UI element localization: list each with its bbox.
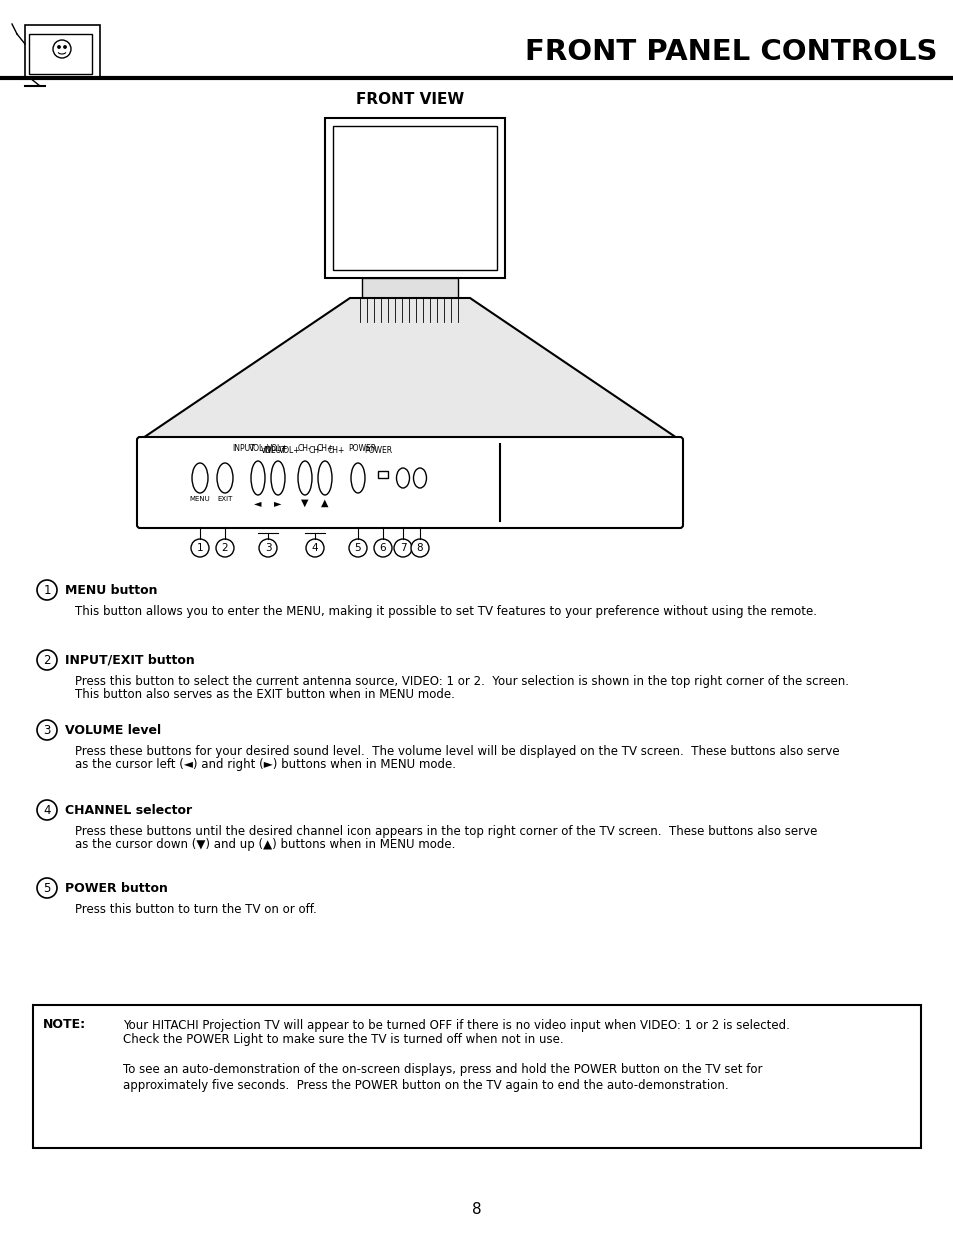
Bar: [325, 119, 504, 278]
Ellipse shape: [413, 468, 426, 488]
Ellipse shape: [297, 461, 312, 495]
Text: 3: 3: [264, 543, 271, 553]
Text: as the cursor down (▼) and up (▲) buttons when in MENU mode.: as the cursor down (▼) and up (▲) button…: [75, 839, 455, 851]
FancyBboxPatch shape: [137, 437, 682, 529]
Text: INPUT: INPUT: [233, 445, 255, 453]
Text: 1: 1: [196, 543, 203, 553]
Text: POWER: POWER: [348, 445, 375, 453]
Text: CH+: CH+: [316, 445, 334, 453]
Circle shape: [37, 878, 57, 898]
Text: 2: 2: [221, 543, 228, 553]
Text: 3: 3: [43, 724, 51, 736]
Circle shape: [394, 538, 412, 557]
Text: ▼: ▼: [301, 498, 309, 508]
Text: 8: 8: [472, 1203, 481, 1218]
Ellipse shape: [192, 463, 208, 493]
Ellipse shape: [396, 468, 409, 488]
Text: MENU button: MENU button: [65, 583, 157, 597]
Text: FRONT VIEW: FRONT VIEW: [355, 93, 464, 107]
Circle shape: [64, 46, 66, 48]
Text: 5: 5: [43, 882, 51, 894]
Circle shape: [53, 40, 71, 58]
Bar: [361, 278, 457, 298]
Bar: [333, 126, 497, 270]
Circle shape: [215, 538, 233, 557]
Text: VOL+: VOL+: [279, 446, 300, 454]
Text: VOL+: VOL+: [267, 445, 289, 453]
Text: Check the POWER Light to make sure the TV is turned off when not in use.: Check the POWER Light to make sure the T…: [123, 1034, 563, 1046]
Text: ▲: ▲: [321, 498, 329, 508]
Bar: [377, 471, 388, 478]
Bar: [25, 25, 100, 78]
Text: This button allows you to enter the MENU, making it possible to set TV features : This button allows you to enter the MENU…: [75, 605, 816, 618]
Bar: [33, 1005, 920, 1149]
Text: Press this button to turn the TV on or off.: Press this button to turn the TV on or o…: [75, 903, 316, 916]
Circle shape: [258, 538, 276, 557]
Text: CHANNEL selector: CHANNEL selector: [65, 804, 192, 816]
Text: CH-: CH-: [309, 446, 322, 454]
Text: ◄: ◄: [254, 498, 261, 508]
Text: CH-: CH-: [297, 445, 312, 453]
Text: approximately five seconds.  Press the POWER button on the TV again to end the a: approximately five seconds. Press the PO…: [123, 1078, 728, 1092]
Text: as the cursor left (◄) and right (►) buttons when in MENU mode.: as the cursor left (◄) and right (►) but…: [75, 758, 456, 771]
Text: 4: 4: [43, 804, 51, 816]
Polygon shape: [140, 298, 679, 440]
Text: NOTE:: NOTE:: [43, 1019, 86, 1031]
Text: POWER button: POWER button: [65, 882, 168, 894]
Text: 7: 7: [399, 543, 406, 553]
Ellipse shape: [251, 461, 265, 495]
Text: VOL-: VOL-: [261, 446, 278, 454]
Text: Press these buttons for your desired sound level.  The volume level will be disp: Press these buttons for your desired sou…: [75, 745, 839, 758]
Circle shape: [37, 580, 57, 600]
Text: INPUT: INPUT: [263, 446, 286, 454]
Bar: [359, 322, 459, 340]
Text: 6: 6: [379, 543, 386, 553]
Circle shape: [349, 538, 367, 557]
Text: 1: 1: [43, 583, 51, 597]
Text: INPUT/EXIT button: INPUT/EXIT button: [65, 653, 194, 667]
Bar: [29, 35, 91, 74]
Ellipse shape: [271, 461, 285, 495]
Circle shape: [37, 650, 57, 671]
Text: 8: 8: [416, 543, 423, 553]
Circle shape: [374, 538, 392, 557]
Text: This button also serves as the EXIT button when in MENU mode.: This button also serves as the EXIT butt…: [75, 688, 455, 701]
Text: Your HITACHI Projection TV will appear to be turned OFF if there is no video inp: Your HITACHI Projection TV will appear t…: [123, 1019, 789, 1031]
Text: MENU: MENU: [190, 496, 211, 501]
Text: Press this button to select the current antenna source, VIDEO: 1 or 2.  Your sel: Press this button to select the current …: [75, 676, 848, 688]
Circle shape: [411, 538, 429, 557]
Text: FRONT PANEL CONTROLS: FRONT PANEL CONTROLS: [525, 38, 937, 65]
Text: EXIT: EXIT: [217, 496, 233, 501]
Text: CH+: CH+: [327, 446, 344, 454]
Circle shape: [191, 538, 209, 557]
Circle shape: [58, 46, 60, 48]
Ellipse shape: [317, 461, 332, 495]
Text: 4: 4: [312, 543, 318, 553]
Text: To see an auto-demonstration of the on-screen displays, press and hold the POWER: To see an auto-demonstration of the on-s…: [123, 1063, 761, 1077]
Ellipse shape: [351, 463, 365, 493]
Bar: [355, 298, 464, 322]
Text: VOL-: VOL-: [249, 445, 267, 453]
Text: 5: 5: [355, 543, 361, 553]
Text: VOLUME level: VOLUME level: [65, 724, 161, 736]
Ellipse shape: [216, 463, 233, 493]
Text: Press these buttons until the desired channel icon appears in the top right corn: Press these buttons until the desired ch…: [75, 825, 817, 839]
Circle shape: [306, 538, 324, 557]
Circle shape: [37, 720, 57, 740]
Text: 2: 2: [43, 653, 51, 667]
Text: ►: ►: [274, 498, 281, 508]
Text: POWER: POWER: [363, 446, 392, 454]
Circle shape: [37, 800, 57, 820]
